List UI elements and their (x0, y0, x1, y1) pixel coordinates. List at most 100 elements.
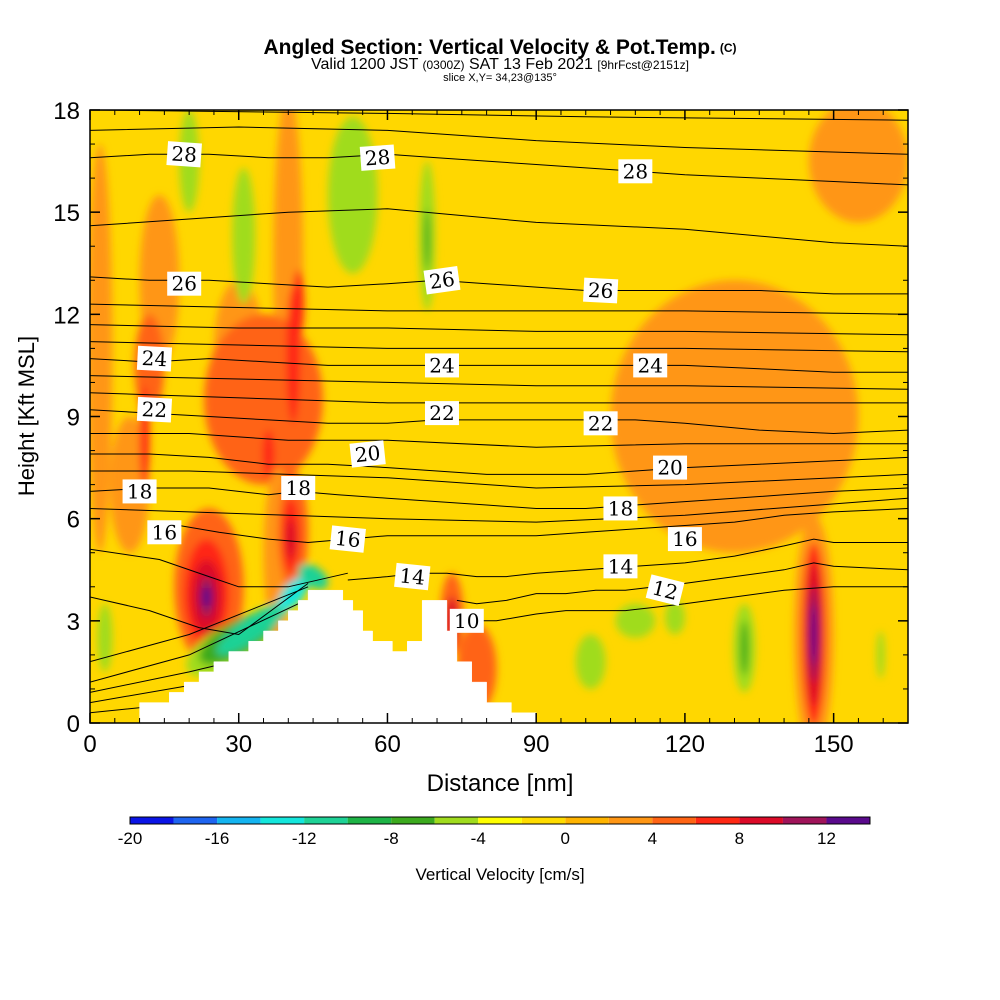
contour-label-text: 14 (608, 554, 633, 578)
x-tick-label: 90 (523, 731, 550, 758)
contour-label-box (136, 396, 173, 423)
isentrope-line-12 (456, 562, 908, 605)
x-tick-label: 30 (225, 731, 252, 758)
colorbar-bin (478, 817, 522, 824)
contour-label-26: 26 (167, 271, 202, 296)
isentrope-line (90, 324, 908, 336)
x-tick-label: 0 (83, 731, 96, 758)
contour-label-22: 22 (424, 401, 459, 426)
valid-time: Valid 1200 JST (311, 56, 419, 73)
colorbar-tick-label: -8 (384, 829, 399, 848)
colorbar-bin (652, 817, 696, 824)
contour-label-box (583, 411, 618, 436)
contour-label-text: 28 (364, 145, 391, 171)
colorbar-bin (391, 817, 435, 824)
contour-label-box (645, 574, 685, 606)
velocity-cell (90, 144, 113, 553)
contour-label-18: 18 (281, 476, 316, 501)
y-tick-label: 6 (67, 507, 80, 534)
contour-label-14: 14 (394, 562, 431, 591)
contour-label-26: 26 (583, 277, 619, 304)
velocity-cell (232, 167, 256, 305)
x-tick-label: 150 (814, 731, 854, 758)
contour-label-text: 26 (428, 267, 457, 294)
contour-label-18: 18 (603, 496, 638, 521)
isentrope-line (90, 603, 299, 683)
contour-label-18: 18 (122, 479, 157, 504)
isentrope-line-10 (466, 586, 908, 622)
colorbar-bin (304, 817, 348, 824)
x-tick-label: 120 (665, 731, 705, 758)
contour-label-box (603, 496, 638, 521)
contour-label-box (653, 455, 688, 480)
contour-label-box (349, 440, 386, 468)
colorbar-bin (434, 817, 479, 824)
colorbar-bin (608, 817, 653, 824)
colorbar-bin (217, 817, 261, 824)
x-axis-label: Distance [nm] (427, 770, 574, 797)
contour-label-text: 16 (334, 526, 362, 553)
contour-label-box (424, 401, 459, 426)
contour-label-16: 16 (147, 520, 182, 545)
contour-label-box (618, 159, 653, 184)
colorbar-tick-label: -20 (118, 829, 143, 848)
velocity-cell (208, 338, 249, 414)
velocity-cell (292, 270, 305, 339)
velocity-cell (665, 600, 685, 635)
contour-label-text: 18 (127, 479, 152, 503)
chart-title-text: Angled Section: Vertical Velocity & Pot.… (263, 36, 716, 59)
contour-label-text: 28 (171, 141, 198, 167)
contour-label-10: 10 (449, 608, 484, 633)
contour-label-text: 26 (171, 272, 196, 296)
velocity-cell (876, 631, 885, 679)
isentrope-line (90, 208, 908, 247)
contour-label-16: 16 (667, 527, 702, 552)
contour-label-24: 24 (633, 353, 668, 378)
y-tick-label: 3 (67, 609, 80, 636)
isentrope-line-20 (90, 453, 908, 475)
colorbar-bin (260, 817, 305, 824)
isentrope-line-16 (179, 508, 908, 544)
colorbar-bin (521, 817, 566, 824)
contour-label-text: 10 (454, 609, 479, 633)
colorbar-frame (129, 816, 871, 825)
contour-label-box (667, 527, 702, 552)
contour-label-text: 26 (587, 278, 614, 303)
contour-label-box (359, 144, 396, 171)
colorbar-bin (173, 817, 218, 824)
isentrope-line (90, 433, 908, 448)
contour-label-24: 24 (424, 353, 459, 378)
contour-label-16: 16 (329, 525, 366, 553)
contour-label-box (167, 271, 202, 296)
contour-label-text: 28 (623, 159, 648, 183)
colorbar-tick-label: 4 (648, 829, 657, 848)
velocity-cell (424, 208, 431, 271)
velocity-cell (810, 603, 817, 666)
contour-label-text: 16 (672, 527, 697, 551)
contour-label-26: 26 (423, 266, 461, 295)
velocity-cell (202, 586, 211, 608)
colorbar-tick-label: 12 (817, 829, 836, 848)
isentrope-line (90, 126, 908, 155)
isentrope-line-24 (90, 358, 908, 373)
velocity-cell (575, 634, 606, 689)
isentrope-line (90, 582, 309, 636)
contour-label-box (424, 353, 459, 378)
slice-info: slice X,Y= 34,23@135° (443, 72, 557, 84)
contour-label-28: 28 (618, 159, 653, 184)
contour-label-box (423, 266, 461, 295)
contour-label-24: 24 (136, 345, 173, 372)
isentrope-line-18 (90, 487, 908, 509)
terrain (139, 589, 537, 724)
contour-label-14: 14 (603, 554, 638, 579)
contour-label-box (281, 476, 316, 501)
terrain-profile (139, 589, 537, 724)
isentrope-line (90, 375, 908, 390)
contour-label-text: 18 (608, 496, 633, 520)
axes: 0 30 60 90 120 150 0 3 6 9 12 15 18 (53, 98, 908, 758)
y-tick-label: 0 (67, 711, 80, 738)
contour-label-text: 16 (152, 520, 177, 544)
contour-label-text: 20 (657, 456, 682, 480)
